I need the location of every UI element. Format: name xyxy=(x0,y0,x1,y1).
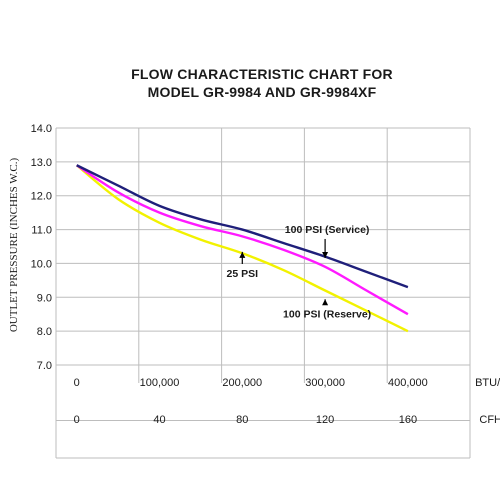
annotation-arrow-head xyxy=(322,252,329,259)
grid xyxy=(55,127,471,459)
annotation-label: 100 PSI (Reserve) xyxy=(283,309,371,321)
y-axis-label: OUTLET PRESSURE (INCHES W.C.) xyxy=(8,158,20,333)
chart-title-line-1: FLOW CHARACTERISTIC CHART FOR xyxy=(131,66,393,82)
chart-title-line-2: MODEL GR-9984 AND GR-9984XF xyxy=(148,84,377,100)
y-tick-label: 8.0 xyxy=(37,326,52,338)
y-tick-label: 13.0 xyxy=(31,157,52,169)
x-tick-label-cfh: 80 xyxy=(236,414,248,426)
x-tick-label-cfh: 0 xyxy=(74,414,80,426)
x-tick-label-btu: 200,000 xyxy=(222,377,262,389)
x-tick-label-btu: 400,000 xyxy=(388,377,428,389)
annotation-arrow-head xyxy=(322,299,329,306)
annotation-arrow-head xyxy=(239,251,246,258)
y-tick-label: 12.0 xyxy=(31,191,52,203)
x-tick-label-cfh: 40 xyxy=(153,414,165,426)
annotation-label: 100 PSI (Service) xyxy=(285,224,370,236)
series-lines xyxy=(75,164,409,333)
y-tick-label: 11.0 xyxy=(31,225,52,237)
x-tick-label-btu: 0 xyxy=(74,377,80,389)
x-tick-label-cfh: 120 xyxy=(316,414,334,426)
annotation-label: 25 PSI xyxy=(227,268,259,280)
x-tick-label-cfh: 160 xyxy=(399,414,417,426)
y-tick-label: 10.0 xyxy=(31,258,52,270)
x-unit-cfh: CFH xyxy=(479,414,500,426)
series-line xyxy=(76,164,409,316)
x-unit-btu: BTU/h xyxy=(475,377,500,389)
annotations: 100 PSI (Service) 25 PSI 100 PSI (Reserve) xyxy=(227,224,372,321)
y-tick-label: 9.0 xyxy=(37,292,52,304)
y-tick-label: 7.0 xyxy=(37,360,52,372)
series-line xyxy=(76,164,409,289)
y-tick-label: 14.0 xyxy=(31,123,52,135)
x-tick-label-btu: 100,000 xyxy=(140,377,180,389)
x-tick-label-btu: 300,000 xyxy=(305,377,345,389)
axis-ticks: 14.0 13.0 12.0 11.0 10.0 9.0 8.0 7.0 0 100,000 200… xyxy=(31,123,500,426)
